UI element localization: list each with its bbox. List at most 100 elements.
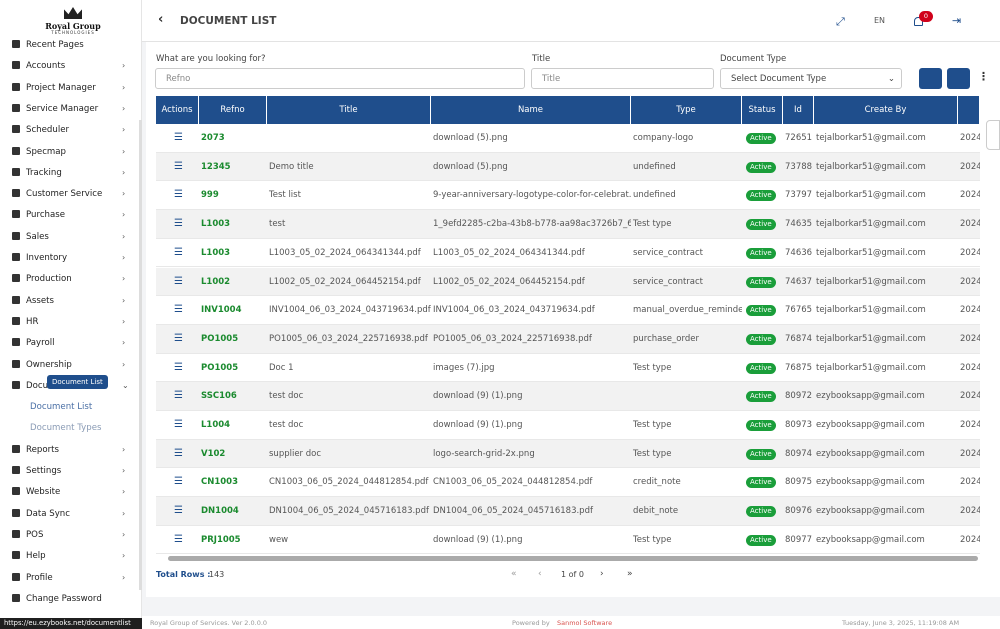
menu-item[interactable]: Settings [12, 466, 61, 476]
row-action[interactable]: ☰ [172, 440, 183, 469]
menu-item[interactable]: Data Sync [12, 509, 70, 519]
row-action[interactable]: ☰ [172, 354, 183, 383]
language[interactable]: EN [874, 16, 885, 25]
more-menu[interactable]: ⋮ [978, 70, 989, 83]
refresh-button[interactable] [947, 68, 970, 89]
menu-item[interactable]: Recent Pages [12, 40, 84, 50]
cell[interactable]: L1004 [199, 411, 267, 440]
row-action[interactable]: ☰ [172, 497, 183, 526]
cell: tejalborkar51@gmail.com [814, 268, 958, 297]
cell[interactable]: CN1003 [199, 468, 267, 497]
menu-item[interactable]: Assets [12, 296, 54, 306]
cell[interactable]: 12345 [199, 153, 267, 182]
placeholder: Refno [166, 74, 190, 84]
cell[interactable]: PRJ1005 [199, 526, 267, 555]
column-header[interactable]: Create By [814, 96, 958, 124]
title-input[interactable]: Title [531, 68, 714, 89]
back-button[interactable]: ‹ [158, 12, 163, 27]
row-action[interactable]: ☰ [172, 268, 183, 297]
cell[interactable]: PO1005 [199, 325, 267, 354]
cell: Test list [267, 181, 431, 210]
menu-item[interactable]: Customer Service [12, 189, 102, 199]
menu-icon [12, 232, 20, 240]
status-url: https://eu.ezybooks.net/documentlist [0, 618, 142, 629]
column-header[interactable]: Refno [199, 96, 267, 124]
cell: test doc [267, 411, 431, 440]
cell[interactable]: V102 [199, 440, 267, 469]
menu-icon [12, 274, 20, 282]
menu-item[interactable]: Sales [12, 232, 49, 242]
cell[interactable]: 2073 [199, 124, 267, 153]
menu-item[interactable]: Accounts [12, 61, 65, 71]
menu-label: Website [26, 487, 60, 497]
menu-item[interactable]: Specmap [12, 147, 66, 157]
menu-item[interactable]: Profile [12, 573, 53, 583]
menu-chevron: › [122, 232, 125, 241]
cell[interactable]: L1003 [199, 210, 267, 239]
column-header[interactable]: Title [267, 96, 431, 124]
fullscreen-icon[interactable]: ⤢ [836, 15, 845, 29]
cell: ezybooksapp@gmail.com [814, 411, 958, 440]
column-header[interactable]: Id [783, 96, 814, 124]
menu-item[interactable]: Reports [12, 445, 59, 455]
cell[interactable]: L1003 [199, 239, 267, 268]
cell: 2024 [958, 268, 980, 297]
last-page[interactable]: » [627, 569, 633, 579]
status-badge: Active [746, 449, 776, 460]
cell[interactable]: SSC106 [199, 382, 267, 411]
column-header[interactable]: Status [742, 96, 783, 124]
menu-item[interactable]: Website [12, 487, 60, 497]
row-action[interactable]: ☰ [172, 296, 183, 325]
cell[interactable]: 999 [199, 181, 267, 210]
menu-item[interactable]: Scheduler [12, 125, 69, 135]
menu-item[interactable]: Change Password [12, 594, 102, 604]
side-toggle[interactable] [986, 120, 1000, 150]
submenu-item[interactable]: Document Types [30, 423, 101, 433]
next-page[interactable]: › [600, 569, 604, 579]
menu-item[interactable]: Service Manager [12, 104, 98, 114]
row-action[interactable]: ☰ [172, 526, 183, 555]
row-action[interactable]: ☰ [172, 124, 183, 153]
column-header[interactable]: Name [431, 96, 631, 124]
logout-icon[interactable]: ⇥ [952, 14, 961, 27]
row-action[interactable]: ☰ [172, 210, 183, 239]
menu-chevron: › [122, 551, 125, 560]
menu-item[interactable]: Ownership [12, 360, 72, 370]
cell[interactable]: INV1004 [199, 296, 267, 325]
cell[interactable]: DN1004 [199, 497, 267, 526]
refno-input[interactable]: Refno [155, 68, 525, 89]
menu-item[interactable]: Help [12, 551, 46, 561]
submenu-item[interactable]: Document List [30, 402, 92, 412]
column-header[interactable]: Actions [156, 96, 199, 124]
menu-item[interactable]: HR [12, 317, 38, 327]
menu-chevron: › [122, 296, 125, 305]
search-button[interactable] [919, 68, 942, 89]
cell: L1003_05_02_2024_064341344.pdf [431, 239, 631, 268]
first-page[interactable]: « [511, 569, 517, 579]
type-select[interactable]: Select Document Type⌄ [720, 68, 902, 89]
menu-icon [12, 189, 20, 197]
menu-item[interactable]: Tracking [12, 168, 62, 178]
page-title: DOCUMENT LIST [180, 15, 276, 27]
menu-item[interactable]: Inventory [12, 253, 67, 263]
row-action[interactable]: ☰ [172, 411, 183, 440]
cell [267, 124, 431, 153]
cell[interactable]: PO1005 [199, 354, 267, 383]
menu-item[interactable]: Purchase [12, 210, 65, 220]
row-action[interactable]: ☰ [172, 325, 183, 354]
cell[interactable]: L1002 [199, 268, 267, 297]
row-action[interactable]: ☰ [172, 181, 183, 210]
menu-item[interactable]: Production [12, 274, 72, 284]
cell: 76875 [783, 354, 814, 383]
status-cell: Active [744, 210, 785, 239]
menu-item[interactable]: Project Manager [12, 83, 96, 93]
menu-item[interactable]: POS [12, 530, 43, 540]
cell: purchase_order [631, 325, 742, 354]
row-action[interactable]: ☰ [172, 468, 183, 497]
menu-item[interactable]: Payroll [12, 338, 55, 348]
column-header[interactable]: Type [631, 96, 742, 124]
row-action[interactable]: ☰ [172, 382, 183, 411]
row-action[interactable]: ☰ [172, 239, 183, 268]
row-action[interactable]: ☰ [172, 153, 183, 182]
prev-page[interactable]: ‹ [538, 569, 542, 579]
